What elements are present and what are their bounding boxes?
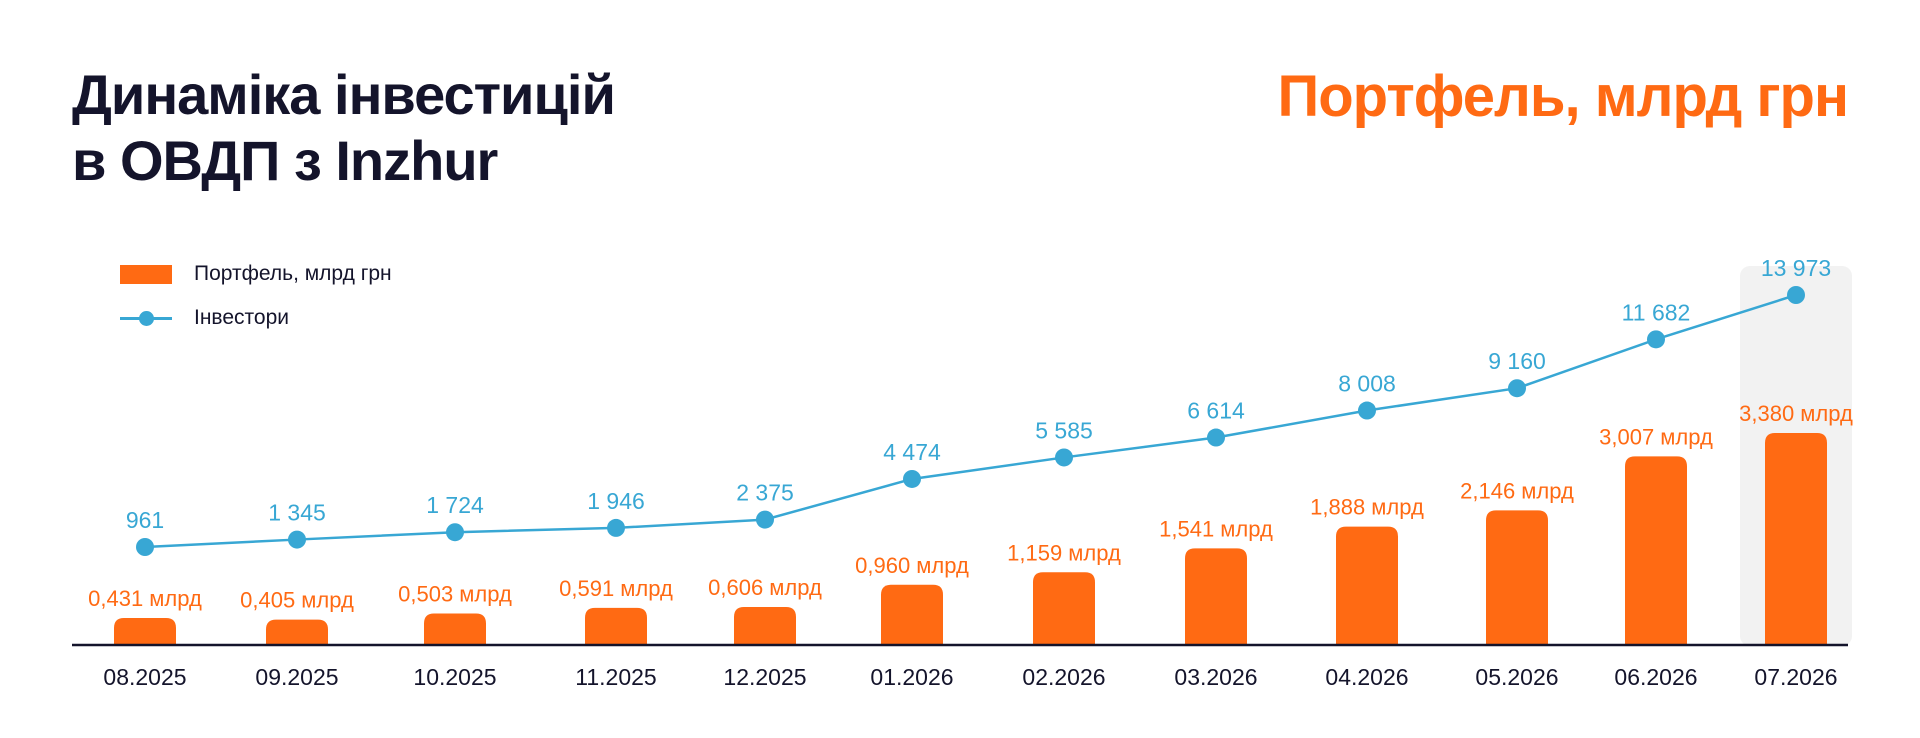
investors-point-05.2026 bbox=[1508, 379, 1526, 398]
bar-02.2026 bbox=[1033, 572, 1095, 645]
x-tick-label-01.2026: 01.2026 bbox=[870, 664, 953, 690]
bar-label-10.2025: 0,503 млрд bbox=[398, 581, 512, 606]
x-tick-label-06.2026: 06.2026 bbox=[1614, 664, 1697, 690]
investors-point-09.2025 bbox=[288, 530, 306, 549]
x-tick-label-02.2026: 02.2026 bbox=[1022, 664, 1105, 690]
bar-label-07.2026: 3,380 млрд bbox=[1739, 401, 1853, 426]
bar-label-03.2026: 1,541 млрд bbox=[1159, 516, 1273, 541]
chart-title-line-1: Динаміка інвестицій bbox=[72, 63, 616, 126]
legend-item-investors: Інвестори bbox=[120, 296, 392, 340]
x-tick-label-08.2025: 08.2025 bbox=[103, 664, 186, 690]
x-tick-label-12.2025: 12.2025 bbox=[723, 664, 806, 690]
bar-label-04.2026: 1,888 млрд bbox=[1310, 495, 1424, 520]
x-tick-label-11.2025: 11.2025 bbox=[575, 664, 656, 690]
bar-04.2026 bbox=[1336, 526, 1398, 645]
investors-point-07.2026 bbox=[1787, 286, 1805, 304]
x-tick-label-05.2026: 05.2026 bbox=[1475, 664, 1558, 690]
investors-point-12.2025 bbox=[756, 510, 774, 529]
investors-label-12.2025: 2 375 bbox=[736, 480, 794, 506]
x-tick-label-10.2025: 10.2025 bbox=[413, 664, 496, 690]
investors-label-09.2025: 1 345 bbox=[268, 500, 326, 526]
bar-label-02.2026: 1,159 млрд bbox=[1007, 540, 1121, 565]
bar-10.2025 bbox=[424, 613, 486, 645]
investors-label-01.2026: 4 474 bbox=[883, 439, 941, 465]
investors-point-08.2025 bbox=[136, 538, 154, 556]
legend-line-swatch bbox=[120, 309, 172, 328]
investors-label-08.2025: 961 bbox=[126, 507, 164, 533]
bar-08.2025 bbox=[114, 617, 176, 645]
investors-label-05.2026: 9 160 bbox=[1488, 348, 1546, 374]
investors-point-06.2026 bbox=[1647, 330, 1665, 349]
chart-title-line-2: в ОВДП з Inzhur bbox=[72, 129, 498, 192]
bar-09.2025 bbox=[266, 619, 328, 645]
bar-label-09.2025: 0,405 млрд bbox=[240, 588, 354, 613]
investors-point-02.2026 bbox=[1055, 448, 1073, 467]
bar-label-06.2026: 3,007 млрд bbox=[1599, 424, 1713, 449]
investors-point-01.2026 bbox=[903, 469, 921, 488]
investors-label-10.2025: 1 724 bbox=[426, 492, 484, 518]
portfolio-headline: Портфель, млрд грн bbox=[1277, 64, 1849, 129]
investors-point-03.2026 bbox=[1207, 428, 1225, 447]
bar-07.2026 bbox=[1765, 433, 1827, 645]
bar-05.2026 bbox=[1486, 510, 1548, 645]
x-tick-label-03.2026: 03.2026 bbox=[1174, 664, 1257, 690]
bar-label-11.2025: 0,591 млрд bbox=[559, 576, 673, 601]
investors-label-03.2026: 6 614 bbox=[1187, 398, 1245, 424]
investors-label-02.2026: 5 585 bbox=[1035, 417, 1093, 443]
investors-label-06.2026: 11 682 bbox=[1622, 299, 1691, 325]
x-tick-label-07.2026: 07.2026 bbox=[1754, 664, 1837, 690]
x-tick-label-04.2026: 04.2026 bbox=[1325, 664, 1408, 690]
investors-line bbox=[144, 293, 1797, 549]
bar-label-08.2025: 0,431 млрд bbox=[88, 586, 202, 611]
chart-legend: Портфель, млрд грн Інвестори bbox=[120, 252, 392, 340]
bar-06.2026 bbox=[1625, 456, 1687, 645]
investors-label-04.2026: 8 008 bbox=[1338, 371, 1396, 397]
legend-label-investors: Інвестори bbox=[194, 306, 290, 329]
bar-label-12.2025: 0,606 млрд bbox=[708, 575, 822, 600]
investors-point-04.2026 bbox=[1358, 401, 1376, 420]
bar-label-01.2026: 0,960 млрд bbox=[855, 553, 969, 578]
investors-label-11.2025: 1 946 bbox=[587, 488, 645, 514]
legend-item-portfolio: Портфель, млрд грн bbox=[120, 252, 392, 296]
investors-label-07.2026: 13 973 bbox=[1761, 255, 1831, 281]
investors-point-11.2025 bbox=[607, 518, 625, 537]
x-tick-label-09.2025: 09.2025 bbox=[255, 664, 338, 690]
bar-03.2026 bbox=[1185, 548, 1247, 645]
bar-label-05.2026: 2,146 млрд bbox=[1460, 478, 1574, 503]
investors-point-10.2025 bbox=[446, 523, 464, 542]
bar-12.2025 bbox=[734, 606, 796, 645]
bar-01.2026 bbox=[881, 584, 943, 645]
legend-bar-swatch bbox=[120, 264, 172, 284]
chart-title: Динаміка інвестицій в ОВДП з Inzhur bbox=[72, 62, 616, 194]
bar-11.2025 bbox=[585, 607, 647, 645]
legend-label-portfolio: Портфель, млрд грн bbox=[194, 262, 392, 285]
